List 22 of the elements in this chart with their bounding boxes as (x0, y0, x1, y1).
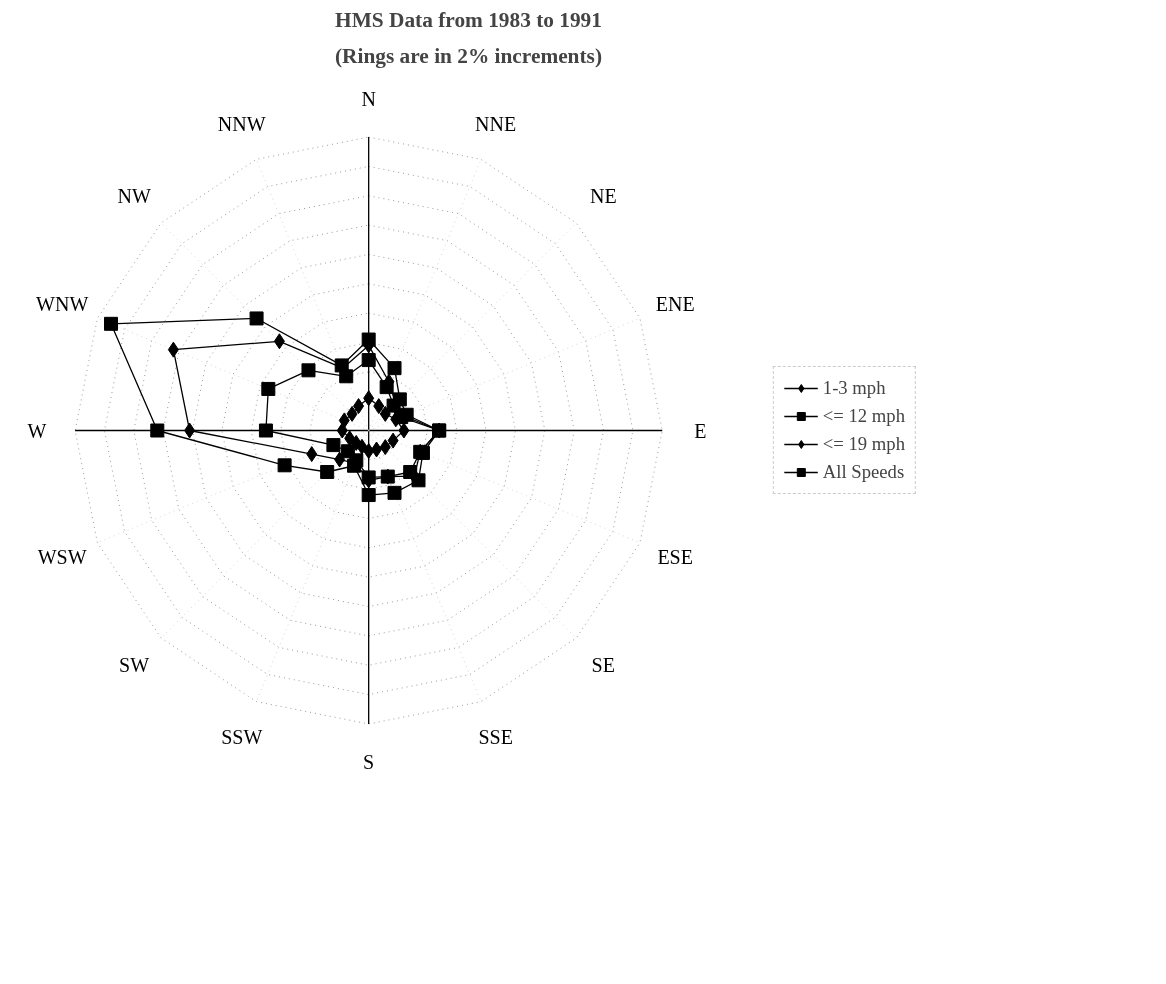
legend-label: 1-3 mph (822, 377, 886, 399)
spoke-label: NW (117, 185, 151, 208)
spoke-label: ESE (657, 546, 693, 569)
spoke-label: SSE (478, 725, 513, 748)
spoke-label: N (361, 87, 376, 110)
spoke-label: WSW (37, 546, 87, 569)
spoke-label: E (694, 419, 707, 442)
spoke-label: S (363, 751, 375, 774)
spoke-label: SE (591, 653, 615, 676)
chart-title: HMS Data from 1983 to 1991 (335, 7, 602, 32)
spoke-label: NNE (475, 113, 517, 136)
legend-label: <= 19 mph (822, 433, 905, 455)
spoke-label: NNW (217, 113, 266, 136)
spoke-label: WNW (36, 292, 89, 315)
legend-label: <= 12 mph (822, 405, 905, 427)
chart-subtitle: (Rings are in 2% increments) (335, 43, 602, 68)
spoke-label: SW (119, 653, 150, 676)
legend-label: All Speeds (822, 461, 905, 483)
spoke-label: SSW (221, 725, 263, 748)
spoke-label: ENE (655, 292, 695, 315)
spoke-label: W (27, 419, 47, 442)
spoke-label: NE (589, 185, 617, 208)
